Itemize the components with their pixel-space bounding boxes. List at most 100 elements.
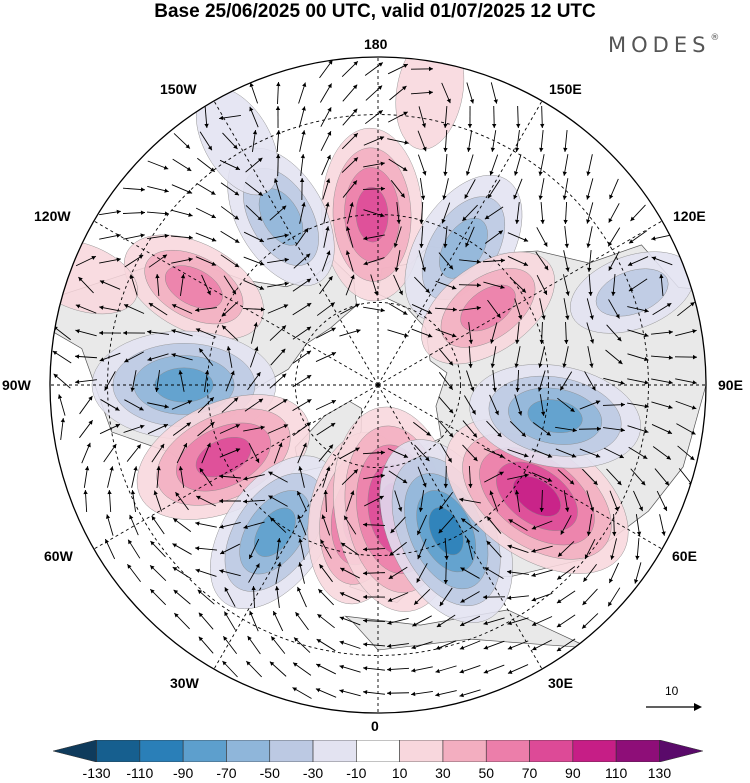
wind-arrow bbox=[276, 81, 281, 105]
wind-arrow bbox=[221, 301, 239, 317]
wind-arrow bbox=[393, 274, 403, 296]
wind-arrow bbox=[387, 329, 409, 338]
wind-arrow bbox=[345, 250, 354, 272]
wind-arrow bbox=[220, 230, 240, 244]
wind-arrow bbox=[150, 540, 166, 558]
wind-arrow bbox=[555, 448, 577, 458]
wind-arrow bbox=[531, 448, 553, 458]
wind-arrow bbox=[436, 614, 456, 628]
wind-arrow bbox=[176, 442, 188, 464]
wind-arrow bbox=[435, 665, 457, 674]
wind-arrow bbox=[490, 322, 498, 344]
wind-arrow bbox=[535, 251, 549, 271]
wind-arrow bbox=[515, 369, 520, 393]
wind-arrow bbox=[363, 642, 385, 647]
wind-arrow bbox=[654, 468, 670, 486]
wind-arrow bbox=[507, 448, 529, 458]
wind-arrow bbox=[195, 495, 217, 507]
wind-arrow bbox=[464, 179, 476, 199]
wind-arrow bbox=[292, 687, 312, 699]
wind-arrow bbox=[345, 274, 355, 296]
wind-arrow bbox=[484, 206, 504, 220]
wind-arrow bbox=[124, 399, 144, 411]
wind-arrow bbox=[507, 595, 529, 600]
wind-arrow bbox=[319, 563, 333, 583]
wind-arrow bbox=[607, 587, 621, 607]
wind-arrow bbox=[122, 210, 146, 215]
wind-arrow bbox=[298, 82, 307, 104]
wind-vectors bbox=[52, 59, 698, 699]
wind-arrow bbox=[586, 202, 594, 224]
wind-arrow bbox=[248, 563, 260, 583]
wind-arrow bbox=[295, 227, 309, 247]
wind-arrow bbox=[242, 307, 266, 312]
wind-arrow bbox=[275, 105, 281, 129]
wind-arrow bbox=[459, 689, 481, 698]
wind-arrow bbox=[201, 274, 211, 296]
wind-arrow bbox=[674, 354, 698, 360]
wind-arrow bbox=[562, 154, 569, 176]
wind-arrow bbox=[390, 180, 406, 198]
wind-arrow bbox=[127, 563, 141, 583]
wind-arrow bbox=[365, 85, 383, 101]
wind-arrow bbox=[362, 186, 386, 191]
wind-arrow bbox=[122, 330, 146, 336]
wind-arrow bbox=[489, 490, 499, 512]
wind-arrow bbox=[100, 399, 120, 411]
wind-arrow bbox=[556, 614, 576, 628]
wind-arrow bbox=[219, 522, 241, 529]
lon-label-150w: 150W bbox=[160, 81, 197, 97]
wind-arrow bbox=[269, 325, 287, 341]
wind-arrow bbox=[363, 666, 385, 671]
wind-arrow bbox=[603, 427, 625, 433]
wind-arrow bbox=[459, 305, 481, 311]
wind-arrow bbox=[443, 129, 448, 153]
wind-arrow bbox=[149, 565, 167, 581]
wind-arrow bbox=[148, 302, 168, 316]
wind-arrow bbox=[267, 304, 289, 314]
wind-arrow bbox=[342, 108, 358, 126]
wind-arrow bbox=[634, 562, 642, 584]
wind-arrow bbox=[123, 304, 145, 314]
wind-arrow bbox=[171, 353, 193, 361]
wind-arrow bbox=[465, 154, 474, 176]
wind-arrow bbox=[411, 666, 433, 673]
colorbar-tick-label: 90 bbox=[565, 765, 581, 781]
wind-arrow bbox=[107, 489, 112, 513]
wind-arrow bbox=[269, 205, 287, 221]
wind-arrow bbox=[195, 521, 217, 528]
wind-arrow bbox=[633, 490, 643, 512]
wind-arrow bbox=[515, 322, 520, 344]
wind-arrow bbox=[612, 513, 617, 537]
wind-arrow bbox=[299, 130, 306, 152]
wind-arrow bbox=[171, 329, 193, 337]
wind-arrow bbox=[536, 227, 548, 247]
wind-arrow bbox=[386, 690, 410, 696]
wind-arrow bbox=[388, 111, 408, 123]
wind-arrow bbox=[244, 398, 264, 412]
polar-map bbox=[49, 56, 707, 714]
wind-arrow bbox=[413, 421, 431, 437]
wind-arrow bbox=[439, 443, 453, 463]
wind-arrow bbox=[390, 516, 406, 534]
wind-arrow bbox=[562, 178, 569, 200]
wind-arrow bbox=[507, 569, 529, 575]
wind-arrow bbox=[652, 302, 672, 316]
wind-arrow bbox=[123, 233, 145, 240]
wind-arrow bbox=[531, 592, 553, 602]
colorbar-tick-label: -130 bbox=[82, 765, 111, 781]
wind-arrow bbox=[370, 274, 379, 296]
wind-arrow bbox=[635, 514, 642, 536]
wind-arrow bbox=[438, 491, 454, 511]
wind-arrow bbox=[292, 350, 312, 364]
wind-arrow bbox=[491, 105, 497, 129]
wind-arrow bbox=[172, 543, 192, 555]
wind-arrow bbox=[297, 514, 307, 536]
colorbar-tick-label: -50 bbox=[259, 765, 280, 781]
wind-arrow bbox=[560, 515, 572, 535]
lon-label-90w: 90W bbox=[2, 377, 31, 393]
wind-arrow bbox=[295, 611, 309, 631]
wind-arrow bbox=[199, 131, 213, 151]
wind-arrow bbox=[363, 136, 385, 146]
colorbar-segment bbox=[529, 740, 574, 762]
